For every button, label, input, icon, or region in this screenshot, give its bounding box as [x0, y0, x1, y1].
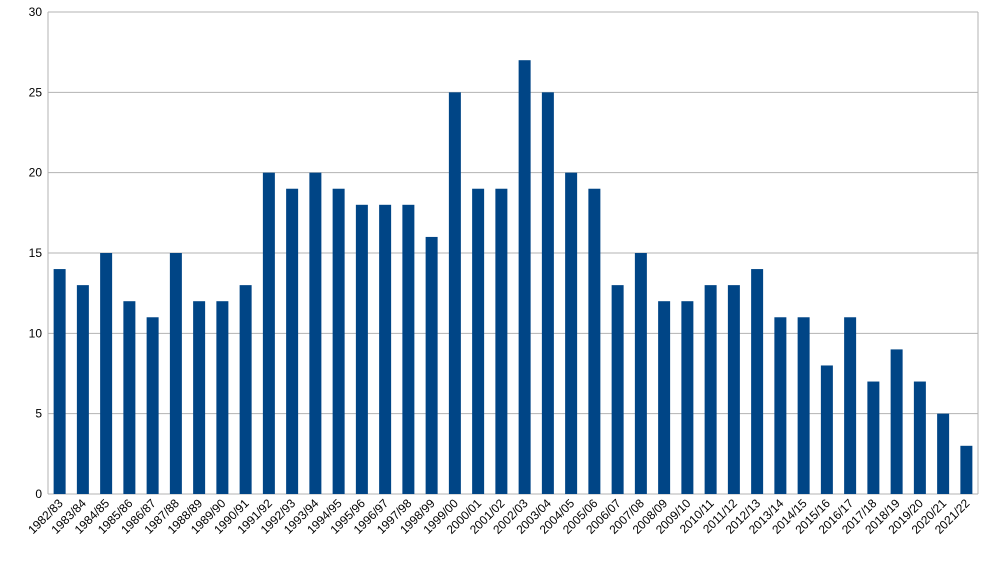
bar: [634, 253, 647, 494]
bar: [658, 301, 671, 494]
bar: [727, 285, 740, 494]
bar: [913, 381, 926, 494]
bar: [286, 188, 299, 494]
bar: [309, 172, 322, 494]
bar: [193, 301, 206, 494]
bar: [262, 172, 275, 494]
bar: [844, 317, 857, 494]
y-tick-label: 15: [29, 246, 43, 260]
bar: [588, 188, 601, 494]
bar: [704, 285, 717, 494]
bar: [355, 204, 368, 495]
bar: [239, 285, 252, 494]
bar: [53, 269, 66, 494]
bar: [448, 92, 461, 494]
bar: [890, 349, 903, 494]
bar: [611, 285, 624, 494]
y-tick-label: 30: [29, 5, 43, 19]
bar: [76, 285, 89, 494]
bar: [402, 204, 415, 495]
bar: [169, 253, 182, 494]
bar: [751, 269, 764, 494]
bar: [495, 188, 508, 494]
bar: [774, 317, 787, 494]
y-tick-label: 0: [35, 487, 42, 501]
bar: [681, 301, 694, 494]
bar: [518, 60, 531, 494]
bar: [472, 188, 485, 494]
bar: [216, 301, 229, 494]
bar: [425, 236, 438, 494]
bar: [820, 365, 833, 494]
y-tick-label: 10: [29, 326, 43, 340]
bar: [960, 445, 973, 494]
bar: [379, 204, 392, 495]
bar: [332, 188, 345, 494]
bar: [937, 413, 950, 494]
bar: [565, 172, 578, 494]
bar: [123, 301, 136, 494]
bar: [867, 381, 880, 494]
bar: [541, 92, 554, 494]
bar: [797, 317, 810, 494]
bar: [146, 317, 159, 494]
y-tick-label: 25: [29, 85, 43, 99]
y-tick-label: 20: [29, 166, 43, 180]
bar: [100, 253, 113, 494]
y-tick-label: 5: [35, 407, 42, 421]
